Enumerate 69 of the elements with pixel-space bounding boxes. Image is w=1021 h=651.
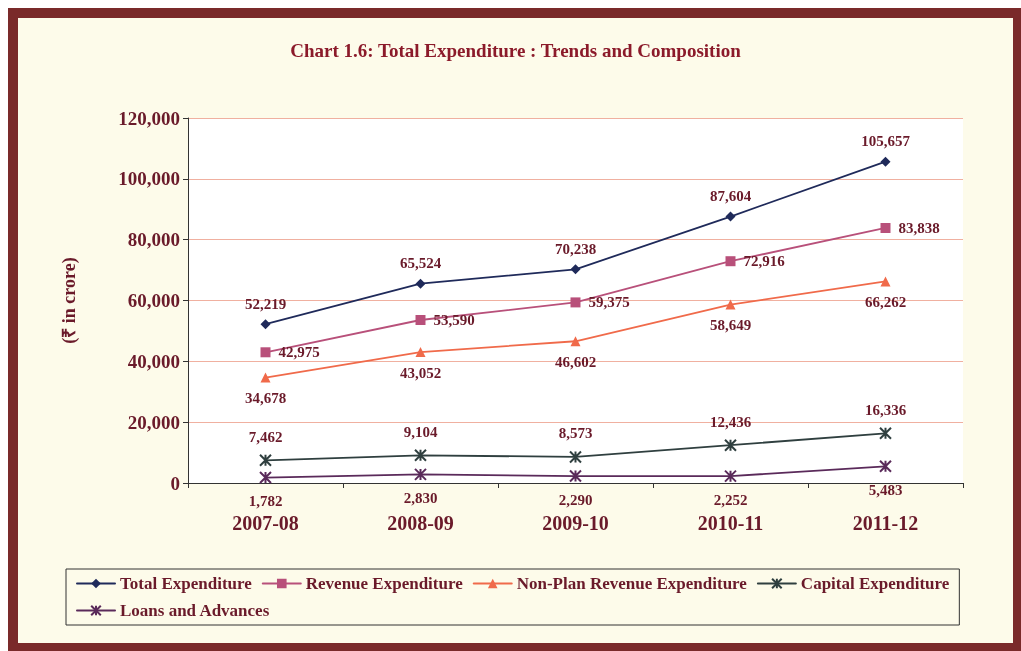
data-label: 2,290 bbox=[558, 491, 593, 508]
point bbox=[414, 467, 427, 481]
data-label: 65,524 bbox=[399, 255, 442, 272]
data-label: 66,262 bbox=[864, 293, 907, 310]
point bbox=[415, 347, 426, 358]
data-label: 9,104 bbox=[403, 423, 438, 440]
point bbox=[415, 315, 426, 325]
legend-label: Non-Plan Revenue Expenditure bbox=[516, 574, 748, 593]
data-label: 87,604 bbox=[709, 188, 752, 205]
point bbox=[260, 319, 271, 330]
point bbox=[259, 471, 272, 485]
legend-label: Total Expenditure bbox=[120, 574, 253, 593]
data-label: 58,649 bbox=[709, 317, 752, 334]
y-tick-label: 120,000 bbox=[118, 107, 180, 129]
data-label: 83,838 bbox=[898, 219, 940, 236]
x-tick-label: 2011-12 bbox=[852, 512, 919, 534]
data-label: 5,483 bbox=[868, 481, 903, 498]
point bbox=[570, 297, 581, 308]
data-label: 70,238 bbox=[554, 240, 597, 257]
x-tick-label: 2010-11 bbox=[697, 512, 764, 534]
point bbox=[725, 211, 736, 222]
point bbox=[259, 453, 272, 467]
legend-label: Loans and Advances bbox=[120, 601, 270, 620]
data-label: 43,052 bbox=[399, 364, 442, 381]
point bbox=[260, 372, 271, 383]
point bbox=[725, 256, 736, 267]
data-label: 34,678 bbox=[244, 390, 287, 407]
point bbox=[569, 469, 582, 483]
point bbox=[880, 276, 891, 287]
point bbox=[879, 459, 892, 473]
data-label: 53,590 bbox=[433, 312, 475, 328]
data-label: 59,375 bbox=[588, 294, 630, 311]
x-tick-label: 2009-10 bbox=[542, 512, 609, 534]
data-label: 2,830 bbox=[403, 489, 438, 506]
y-tick-label: 100,000 bbox=[118, 168, 180, 190]
point bbox=[414, 448, 427, 462]
data-label: 46,602 bbox=[554, 353, 597, 370]
data-label: 105,657 bbox=[861, 133, 911, 150]
point bbox=[260, 347, 271, 358]
data-label: 2,252 bbox=[713, 491, 748, 508]
legend-label: Capital Expenditure bbox=[800, 574, 950, 593]
point bbox=[724, 469, 737, 483]
point bbox=[570, 264, 581, 275]
y-tick-label: 0 bbox=[170, 472, 180, 494]
x-tick-label: 2007-08 bbox=[232, 512, 299, 534]
data-label: 12,436 bbox=[709, 413, 752, 430]
y-tick-label: 40,000 bbox=[127, 350, 180, 372]
point bbox=[415, 278, 426, 289]
point bbox=[879, 426, 892, 440]
point bbox=[569, 450, 582, 464]
legend-label: Revenue Expenditure bbox=[305, 574, 464, 593]
point bbox=[724, 438, 737, 452]
data-label: 42,975 bbox=[278, 344, 320, 361]
x-tick-label: 2008-09 bbox=[387, 512, 454, 534]
point bbox=[880, 156, 891, 167]
y-axis-title: (₹ in crore) bbox=[59, 257, 80, 344]
y-tick-label: 20,000 bbox=[127, 411, 180, 433]
point bbox=[725, 299, 736, 310]
data-label: 8,573 bbox=[558, 425, 593, 442]
data-label: 16,336 bbox=[864, 401, 907, 418]
data-label: 7,462 bbox=[248, 428, 283, 445]
chart-title: Chart 1.6: Total Expenditure : Trends and Composition bbox=[290, 40, 742, 61]
point bbox=[880, 222, 891, 233]
data-label: 52,219 bbox=[244, 295, 287, 312]
data-label: 72,916 bbox=[743, 253, 786, 270]
y-tick-label: 80,000 bbox=[127, 229, 180, 251]
y-tick-label: 60,000 bbox=[127, 290, 180, 311]
point bbox=[570, 336, 581, 347]
data-label: 1,782 bbox=[248, 493, 283, 510]
